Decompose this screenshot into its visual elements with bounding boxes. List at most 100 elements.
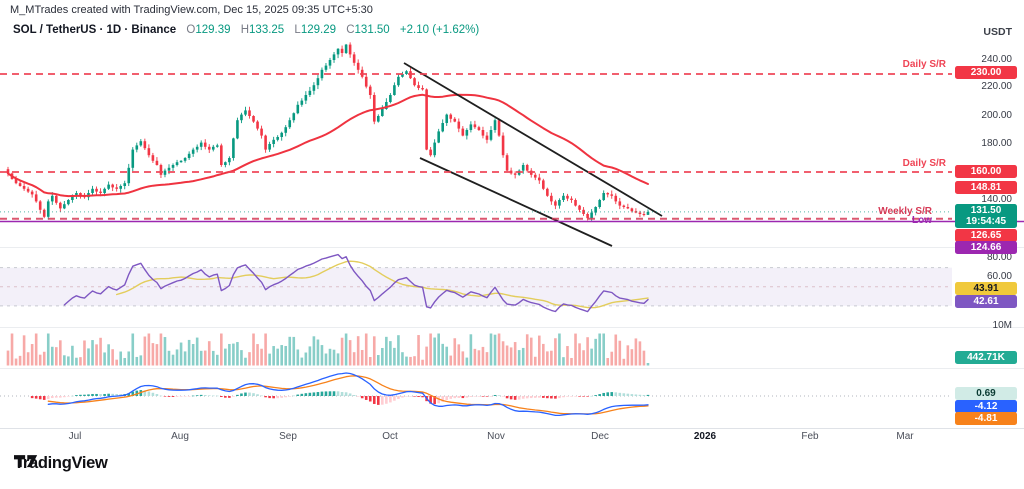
candle-body [284,127,288,133]
volume-bar [594,338,597,366]
macd-histogram-bar [513,396,517,400]
candle-body [123,183,127,186]
candle-body [151,155,155,161]
macd-histogram-bar [570,396,573,397]
volume-bar [50,346,54,366]
candle-body [485,135,489,140]
candle-body [385,102,388,109]
candle-body [244,110,247,115]
macd-histogram-bar [590,395,593,397]
macd-histogram-bar [538,396,541,398]
macd-histogram-bar [421,396,424,398]
volume-bar [107,344,110,366]
volume-bar [626,345,630,366]
macd-histogram-bar [558,396,561,399]
low-price-badge: 124.66 [955,241,1017,254]
volume-bar [550,350,553,366]
volume-bar [171,354,175,366]
macd-histogram-bar [562,396,565,398]
month-label-nov: Nov [487,431,505,442]
macd-histogram-bar [574,396,577,397]
macd-histogram-bar [71,395,74,397]
tradingview-logo[interactable]: TradingView [14,454,108,473]
volume-bar [131,333,135,366]
volume-bar [630,349,634,366]
volume-bar [525,334,529,366]
candle-body [562,195,565,200]
volume-bar [232,343,235,366]
candle-body [602,193,605,200]
rsi-value-badge: 42.61 [955,295,1017,308]
macd-histogram-bar [493,394,497,396]
volume-bar [352,352,356,366]
macd-histogram-bar [300,393,304,396]
trendline [403,62,663,217]
volume-bar [405,356,408,366]
volume-bar [473,348,477,366]
volume-bar [481,346,485,366]
volume-bar [103,352,106,366]
candle-body [646,211,650,215]
low-line-label[interactable]: Low [912,215,932,226]
volume-bar [397,335,400,366]
price-tick-140: 140.00 [981,194,1012,205]
volume-bar [356,336,360,366]
volume-bar [437,333,440,366]
volume-bar [42,351,46,366]
candle-body [368,86,372,95]
macd-histogram-bar [377,396,380,405]
volume-bar [501,341,505,366]
volume-bar [461,351,465,366]
macd-histogram-bar [252,393,255,396]
month-label-oct: Oct [382,431,398,442]
candle-body [159,165,163,175]
weekly-sr-label[interactable]: Weekly S/R [878,206,932,217]
macd-histogram-bar [59,396,62,398]
volume-bar [324,353,328,366]
volume-bar [22,335,26,366]
symbol-title[interactable]: SOL / TetherUS · 1D · Binance [13,24,177,36]
volume-bar [244,357,247,366]
macd-histogram-bar [115,394,118,396]
volume-bar [300,357,304,366]
volume-bar [389,341,392,366]
candle-body [574,200,577,206]
macd-histogram-bar [594,395,597,396]
currency-label: USDT [983,26,1012,38]
macd-histogram-bar [236,394,239,396]
candle-body [590,212,593,219]
candle-body [429,149,432,156]
volume-bar [566,346,569,366]
volume-bar [135,356,139,366]
candle-body [42,209,46,217]
volume-bar [469,334,473,366]
macd-histogram-bar [473,396,477,397]
candle-body [489,130,493,140]
volume-bar [99,337,102,366]
candle-body [570,198,573,200]
candle-body [312,85,316,91]
volume-bar [417,335,420,366]
macd-histogram-bar [566,396,569,397]
volume-bar [562,357,565,366]
macd-histogram-bar [465,396,469,398]
volume-bar [574,333,577,366]
volume-bar [292,336,296,366]
high-label: H [240,24,250,36]
high-value: 133.25 [249,24,285,36]
candle-body [497,120,501,136]
macd-histogram-bar [586,396,589,397]
rsi-ma-badge: 43.91 [955,282,1017,295]
volume-bar [328,348,332,366]
daily-sr-label-2[interactable]: Daily S/R [902,158,946,169]
volume-bar [477,350,481,366]
macd-histogram-bar [578,396,581,397]
daily-sr-label-1[interactable]: Daily S/R [902,59,946,70]
candle-body [493,120,497,130]
volume-bar [413,356,416,366]
macd-histogram-bar [207,395,211,396]
volume-bar [533,356,537,366]
candle-body [276,137,279,140]
volume-bar [159,333,163,366]
